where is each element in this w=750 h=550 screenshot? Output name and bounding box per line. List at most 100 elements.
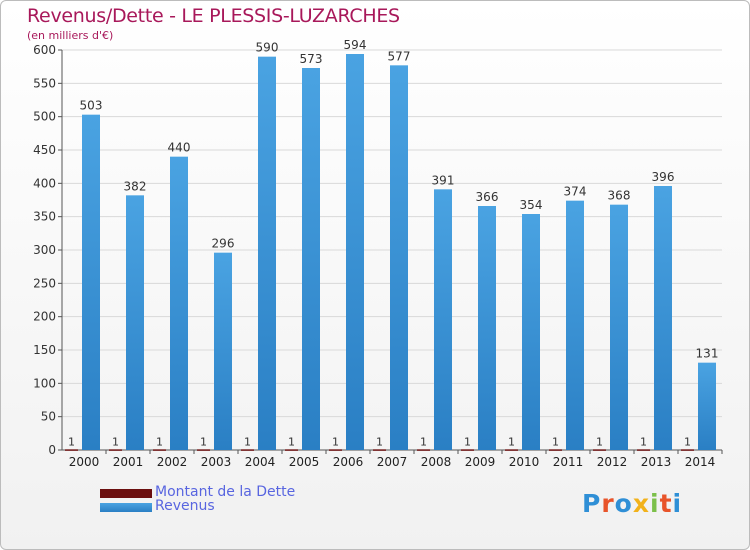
x-tick-label: 2002 (157, 455, 188, 469)
x-tick-label: 2010 (509, 455, 540, 469)
bar-dette (153, 449, 166, 451)
bar-dette (505, 449, 518, 451)
logo-letter: t (659, 489, 673, 518)
data-label-dette: 1 (552, 435, 559, 448)
data-label-dette: 1 (420, 435, 427, 448)
data-label-revenus: 382 (124, 179, 147, 193)
data-label-revenus: 368 (608, 189, 631, 203)
y-tick-label: 200 (33, 310, 56, 324)
logo-letter: o (614, 489, 633, 518)
bar-revenus (434, 189, 452, 451)
bar-dette (329, 449, 342, 451)
y-tick-label: 50 (41, 410, 56, 424)
bar-dette (549, 449, 562, 451)
x-tick-label: 2014 (685, 455, 716, 469)
bar-dette (241, 449, 254, 451)
legend-label-dette: Montant de la Dette (155, 484, 296, 500)
data-label-dette: 1 (684, 435, 691, 448)
x-tick-label: 2000 (69, 455, 100, 469)
x-tick-label: 2003 (201, 455, 232, 469)
data-label-revenus: 391 (432, 173, 455, 187)
data-label-dette: 1 (200, 435, 207, 448)
logo-letter: P (582, 489, 602, 518)
data-label-revenus: 296 (212, 237, 235, 251)
data-label-dette: 1 (376, 435, 383, 448)
data-label-dette: 1 (508, 435, 515, 448)
data-label-dette: 1 (640, 435, 647, 448)
data-label-revenus: 594 (344, 38, 367, 52)
legend-swatch-revenus (100, 503, 152, 512)
chart-title: Revenus/Dette - LE PLESSIS-LUZARCHES (27, 5, 400, 27)
x-tick-label: 2004 (245, 455, 276, 469)
y-tick-label: 300 (33, 243, 56, 257)
x-tick-label: 2012 (597, 455, 628, 469)
logo-letter: i (650, 489, 660, 518)
y-tick-label: 550 (33, 76, 56, 90)
bar-revenus (566, 200, 584, 450)
bar-revenus (258, 56, 276, 451)
x-tick-label: 2008 (421, 455, 452, 469)
y-tick-label: 0 (48, 443, 56, 457)
bar-dette (637, 449, 650, 451)
logo-letter: r (601, 489, 615, 518)
logo-letter: i (672, 489, 683, 518)
bar-revenus (170, 156, 188, 450)
y-tick-label: 250 (33, 276, 56, 290)
x-tick-label: 2013 (641, 455, 672, 469)
data-label-dette: 1 (288, 435, 295, 448)
bar-dette (285, 449, 298, 451)
data-label-revenus: 440 (168, 141, 191, 155)
bar-revenus (478, 206, 496, 450)
bar-revenus (522, 214, 540, 450)
y-tick-label: 350 (33, 210, 56, 224)
data-label-revenus: 503 (80, 99, 103, 113)
y-tick-label: 150 (33, 343, 56, 357)
data-label-dette: 1 (68, 435, 75, 448)
x-tick-label: 2009 (465, 455, 496, 469)
bar-revenus (302, 68, 320, 450)
data-label-revenus: 577 (388, 49, 411, 63)
chart-subtitle: (en milliers d'€) (27, 29, 114, 42)
bar-dette (461, 449, 474, 451)
y-tick-label: 600 (33, 43, 56, 57)
data-label-dette: 1 (596, 435, 603, 448)
data-label-dette: 1 (464, 435, 471, 448)
bar-dette (417, 449, 430, 451)
proxiti-logo[interactable]: Proxiti (582, 489, 682, 518)
data-label-dette: 1 (156, 435, 163, 448)
bar-revenus (346, 54, 364, 450)
x-tick-label: 2011 (553, 455, 584, 469)
x-tick-label: 2001 (113, 455, 144, 469)
x-tick-label: 2005 (289, 455, 320, 469)
bar-dette (373, 449, 386, 451)
x-tick-label: 2006 (333, 455, 364, 469)
data-label-revenus: 396 (652, 170, 675, 184)
data-label-revenus: 131 (696, 347, 719, 361)
y-tick-label: 500 (33, 110, 56, 124)
data-label-dette: 1 (332, 435, 339, 448)
bar-revenus (390, 65, 408, 450)
legend-label-revenus: Revenus (155, 498, 215, 514)
data-label-revenus: 354 (520, 198, 543, 212)
bar-dette (681, 449, 694, 451)
data-label-revenus: 366 (476, 190, 499, 204)
legend-swatch-dette (100, 489, 152, 498)
bar-revenus (126, 195, 144, 450)
data-label-revenus: 573 (300, 52, 323, 66)
bar-dette (109, 449, 122, 451)
bar-revenus (82, 114, 100, 451)
y-tick-label: 400 (33, 176, 56, 190)
bar-dette (593, 449, 606, 451)
y-tick-label: 450 (33, 143, 56, 157)
bar-revenus (654, 186, 672, 450)
logo-letter: x (632, 489, 650, 518)
y-tick-label: 100 (33, 376, 56, 390)
data-label-dette: 1 (244, 435, 251, 448)
bar-dette (65, 449, 78, 451)
bar-revenus (214, 252, 232, 450)
data-label-dette: 1 (112, 435, 119, 448)
bar-dette (197, 449, 210, 451)
data-label-revenus: 590 (256, 41, 279, 55)
data-label-revenus: 374 (564, 185, 587, 199)
